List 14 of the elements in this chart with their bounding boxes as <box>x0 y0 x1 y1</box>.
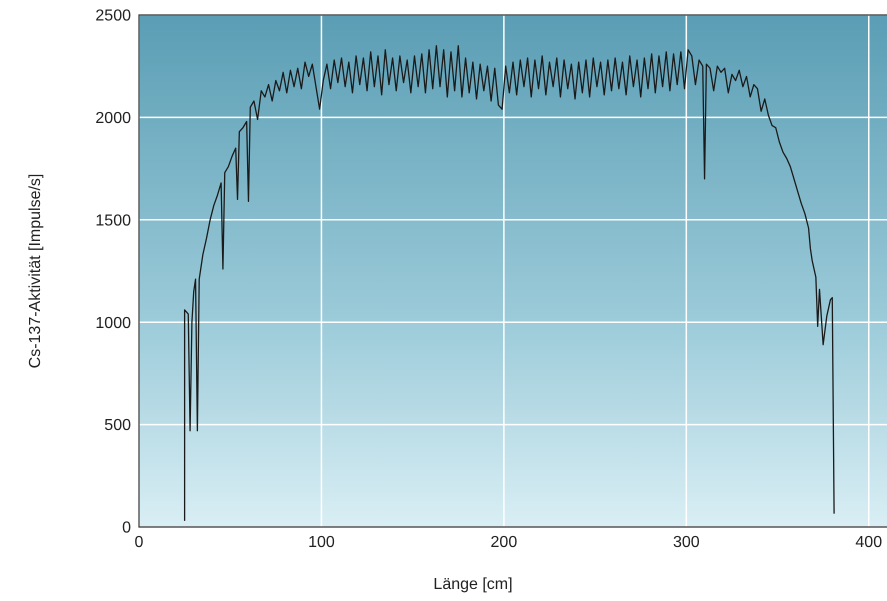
y-tick-label: 2000 <box>95 110 132 127</box>
x-tick-label: 300 <box>672 534 700 551</box>
x-tick-label: 200 <box>490 534 518 551</box>
x-tick-label: 0 <box>134 534 144 551</box>
y-tick-label: 2500 <box>95 8 132 25</box>
y-tick-label: 500 <box>104 417 132 434</box>
y-tick-label: 0 <box>122 520 132 537</box>
x-axis-title: Länge [cm] <box>433 576 513 593</box>
y-tick-label: 1000 <box>95 314 132 332</box>
y-tick-label: 1500 <box>95 212 132 230</box>
line-series <box>184 45 835 522</box>
x-tick-label: 100 <box>308 534 335 551</box>
x-tick-label: 400 <box>855 534 882 551</box>
y-axis-title: Cs-137-Aktivität [Impulse/s] <box>27 174 44 368</box>
